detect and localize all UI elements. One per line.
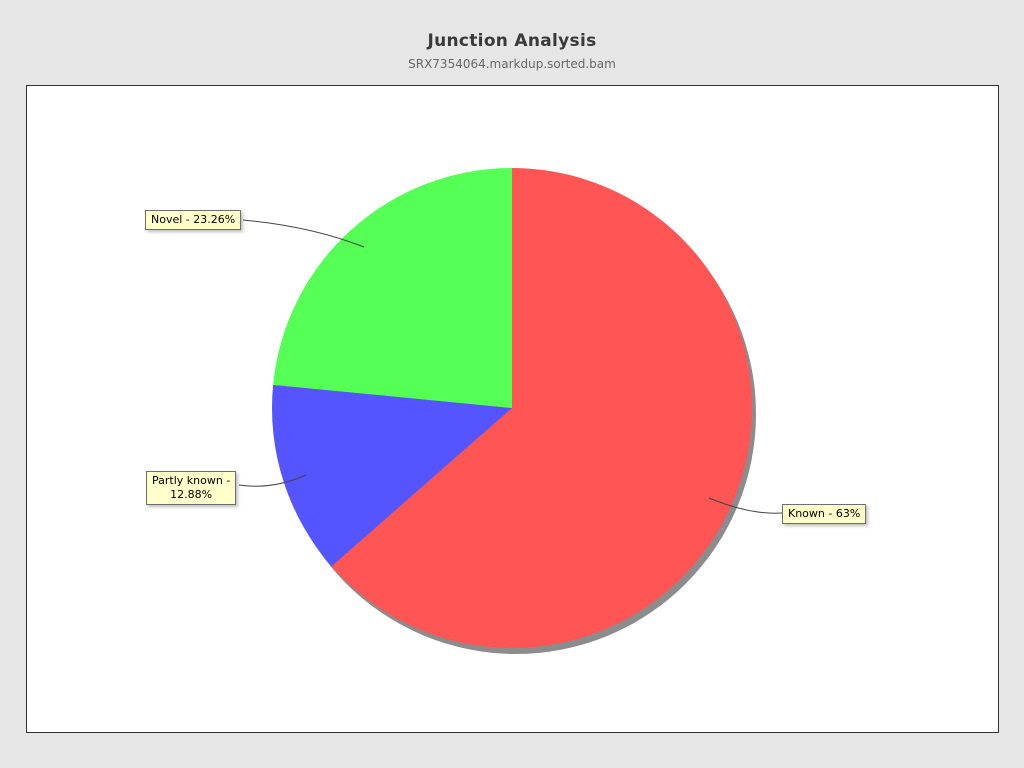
chart-panel — [26, 85, 999, 733]
callout-partly-known-line2: 12.88% — [170, 488, 213, 501]
callout-known-text: Known - 63% — [788, 507, 861, 520]
chart-subtitle-filename: SRX7354064.markdup.sorted.bam — [408, 57, 616, 71]
callout-novel-text: Novel - 23.26% — [151, 213, 236, 226]
callout-known: Known - 63% — [782, 504, 867, 524]
callout-partly-known: Partly known - 12.88% — [146, 471, 237, 505]
callout-novel: Novel - 23.26% — [145, 210, 242, 230]
callout-partly-known-line1: Partly known - — [152, 474, 231, 487]
chart-title: Junction Analysis — [427, 31, 597, 51]
